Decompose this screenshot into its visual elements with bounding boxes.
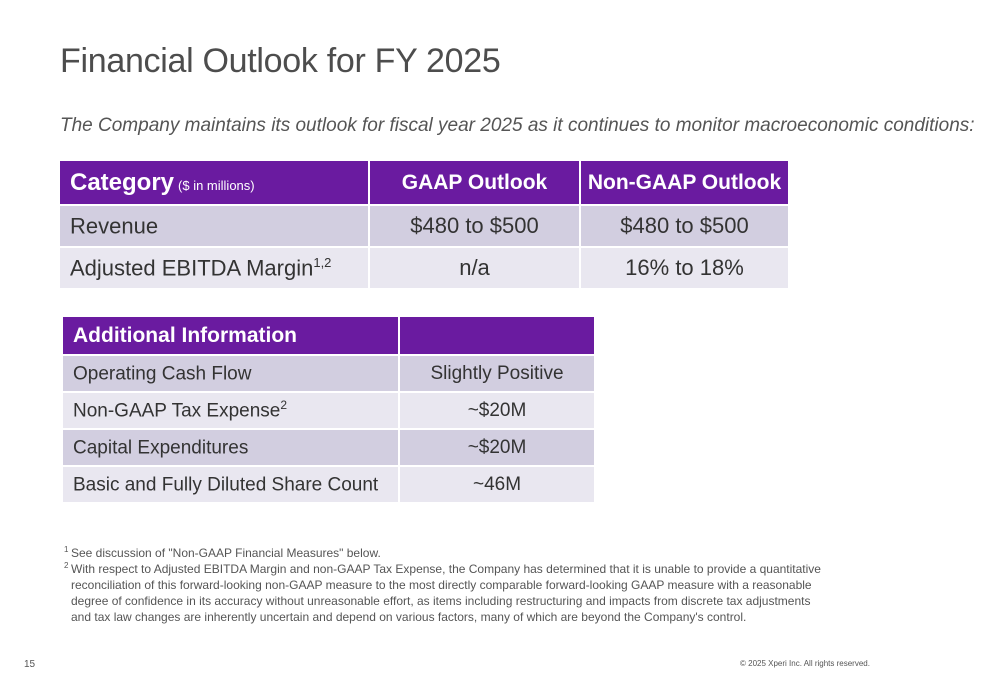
additional-info-header-blank xyxy=(400,317,594,354)
row-label-text: Non-GAAP Tax Expense xyxy=(73,400,281,422)
table-row: Basic and Fully Diluted Share Count ~46M xyxy=(63,467,594,502)
row-label-text: Operating Cash Flow xyxy=(73,363,252,385)
outlook-table-header: Category ($ in millions) GAAP Outlook Non… xyxy=(60,161,788,204)
additional-info-table: Additional Information Operating Cash Fl… xyxy=(61,315,596,504)
footnote-text: See discussion of "Non-GAAP Financial Me… xyxy=(71,546,381,560)
gaap-value: $480 to $500 xyxy=(370,206,579,246)
footnotes: 1 See discussion of "Non-GAAP Financial … xyxy=(64,545,824,625)
footnote-ref: 2 xyxy=(280,398,288,413)
row-label-text: Adjusted EBITDA Margin xyxy=(70,255,314,281)
row-label: Basic and Fully Diluted Share Count xyxy=(63,467,398,502)
footnote: 2 With respect to Adjusted EBITDA Margin… xyxy=(64,561,824,625)
table-row: Non-GAAP Tax Expense2 ~$20M xyxy=(63,393,594,428)
page-number: 15 xyxy=(24,659,36,670)
gaap-value: n/a xyxy=(370,248,579,288)
row-value: ~$20M xyxy=(400,393,594,428)
table-row: Capital Expenditures ~$20M xyxy=(63,430,594,465)
copyright-notice: © 2025 Xperi Inc. All rights reserved. xyxy=(740,659,870,668)
row-value: Slightly Positive xyxy=(400,356,594,391)
additional-info-header: Additional Information xyxy=(63,317,398,354)
row-label: Revenue xyxy=(60,206,368,246)
footnote: 1 See discussion of "Non-GAAP Financial … xyxy=(64,545,824,561)
row-label: Capital Expenditures xyxy=(63,430,398,465)
additional-info-header-row: Additional Information xyxy=(63,317,594,354)
non-gaap-value: 16% to 18% xyxy=(581,248,788,288)
table-row: Revenue $480 to $500 $480 to $500 xyxy=(60,206,788,246)
row-label-text: Basic and Fully Diluted Share Count xyxy=(73,474,379,496)
footnote-number: 2 xyxy=(64,561,69,570)
category-note: ($ in millions) xyxy=(178,177,255,193)
row-value: ~46M xyxy=(400,467,594,502)
row-label: Non-GAAP Tax Expense2 xyxy=(63,393,398,428)
table-row: Operating Cash Flow Slightly Positive xyxy=(63,356,594,391)
gaap-outlook-header: GAAP Outlook xyxy=(370,161,579,204)
outlook-table: Category ($ in millions) GAAP Outlook Non… xyxy=(58,159,790,290)
row-label: Operating Cash Flow xyxy=(63,356,398,391)
row-label: Adjusted EBITDA Margin1,2 xyxy=(60,248,368,288)
table-row: Adjusted EBITDA Margin1,2 n/a 16% to 18% xyxy=(60,248,788,288)
non-gaap-value: $480 to $500 xyxy=(581,206,788,246)
category-label: Category xyxy=(70,168,175,196)
row-value: ~$20M xyxy=(400,430,594,465)
footnote-number: 1 xyxy=(64,545,69,554)
category-header: Category ($ in millions) xyxy=(60,161,368,204)
page-subtitle: The Company maintains its outlook for fi… xyxy=(60,115,975,136)
footnote-text: With respect to Adjusted EBITDA Margin a… xyxy=(71,562,821,624)
row-label-text: Capital Expenditures xyxy=(73,437,249,459)
page-title: Financial Outlook for FY 2025 xyxy=(60,42,501,80)
footnote-ref: 1,2 xyxy=(313,254,332,270)
row-label-text: Revenue xyxy=(70,213,159,239)
non-gaap-outlook-header: Non-GAAP Outlook xyxy=(581,161,788,204)
